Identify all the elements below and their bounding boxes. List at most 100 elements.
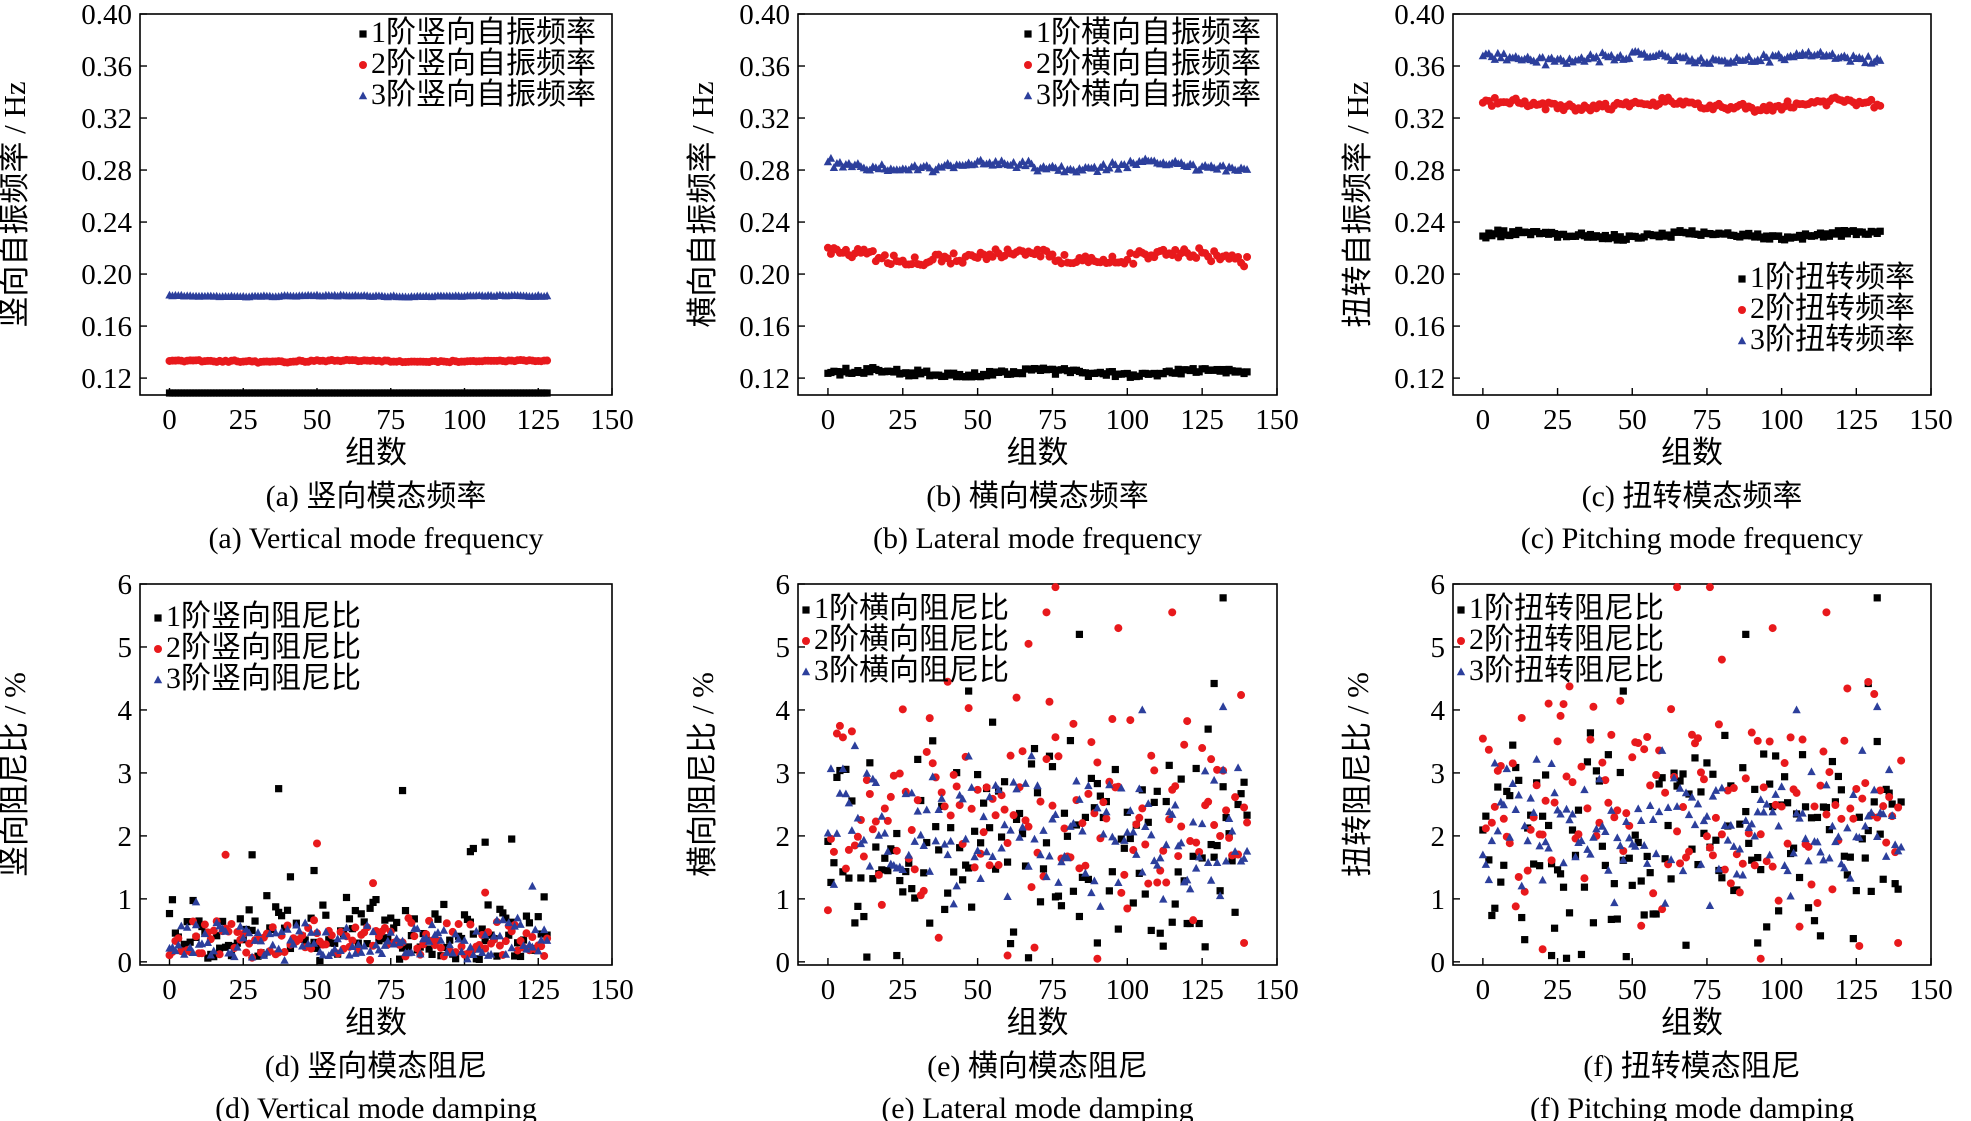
data-point xyxy=(1717,830,1726,839)
data-point xyxy=(460,911,469,919)
caption-cn: (f) 扭转模态阻尼 xyxy=(1583,1050,1800,1083)
data-point xyxy=(1637,816,1646,825)
data-point xyxy=(1843,684,1852,693)
data-point xyxy=(893,951,901,960)
data-point xyxy=(1550,798,1559,807)
data-point xyxy=(1580,883,1589,891)
data-point xyxy=(1499,800,1508,809)
data-point xyxy=(183,922,192,931)
data-point xyxy=(1882,838,1891,847)
data-point xyxy=(1234,800,1242,809)
data-point xyxy=(838,733,847,742)
data-point xyxy=(1018,370,1027,378)
data-point xyxy=(985,792,994,801)
data-point xyxy=(463,949,472,958)
y-tick-label: 5 xyxy=(1431,632,1446,664)
data-point xyxy=(1789,844,1798,852)
data-point xyxy=(1009,928,1018,936)
data-point xyxy=(928,759,937,768)
data-point xyxy=(1490,802,1499,811)
data-point xyxy=(1493,48,1503,57)
y-axis-label: 竖向阻尼比 / % xyxy=(0,672,32,877)
data-point xyxy=(396,955,404,963)
y-tick-label: 6 xyxy=(118,569,133,601)
data-point xyxy=(886,260,895,269)
series-3 xyxy=(823,702,1252,910)
data-point xyxy=(1195,919,1203,928)
x-tick-label: 125 xyxy=(1835,974,1879,1006)
data-point xyxy=(478,925,486,933)
data-point xyxy=(1801,803,1810,811)
data-point xyxy=(832,829,842,837)
y-tick-label: 0.24 xyxy=(739,207,790,239)
data-point xyxy=(1512,763,1520,772)
y-tick-label: 0.32 xyxy=(739,103,790,135)
y-tick-label: 3 xyxy=(118,758,133,790)
data-point xyxy=(386,927,395,936)
data-point xyxy=(1075,864,1084,873)
data-point xyxy=(1484,745,1493,754)
data-point xyxy=(983,372,991,380)
data-point xyxy=(1526,793,1535,802)
data-point xyxy=(1224,814,1234,823)
caption-en: (f) Pitching mode damping xyxy=(1530,1092,1854,1121)
series-2 xyxy=(823,583,1252,963)
data-point xyxy=(174,940,183,949)
data-point xyxy=(1192,764,1200,773)
plot-frame xyxy=(1452,583,1932,966)
data-point xyxy=(1508,779,1517,787)
data-point xyxy=(1153,878,1162,887)
data-point xyxy=(1678,866,1688,875)
data-point xyxy=(1206,875,1216,884)
data-point xyxy=(250,936,260,944)
data-point xyxy=(910,865,919,874)
data-point xyxy=(940,802,949,811)
data-point xyxy=(1075,630,1084,638)
data-point xyxy=(1676,777,1684,785)
data-point xyxy=(850,741,860,750)
data-point xyxy=(1775,907,1783,915)
data-point xyxy=(445,940,454,949)
data-point xyxy=(905,859,913,867)
data-point xyxy=(301,918,310,927)
x-tick-label: 125 xyxy=(1180,404,1224,436)
data-point xyxy=(1207,257,1216,266)
data-point xyxy=(1816,847,1825,856)
data-point xyxy=(1009,777,1018,786)
data-point xyxy=(1685,847,1694,856)
data-point xyxy=(362,921,372,929)
data-point xyxy=(1174,365,1182,373)
data-point xyxy=(1545,821,1553,830)
data-point xyxy=(1616,696,1625,705)
data-point xyxy=(1751,785,1759,793)
data-point xyxy=(1640,841,1649,849)
x-tick-label: 125 xyxy=(1180,974,1224,1006)
data-point xyxy=(183,918,191,926)
data-point xyxy=(492,915,502,924)
data-point xyxy=(1108,832,1117,841)
data-point xyxy=(847,727,856,736)
x-tick-label: 100 xyxy=(1106,974,1150,1006)
legend-label: 2阶横向阻尼比 xyxy=(814,623,1009,656)
y-tick-label: 5 xyxy=(118,632,133,664)
data-point xyxy=(916,830,925,839)
data-point xyxy=(1500,227,1508,235)
data-point xyxy=(1003,951,1012,960)
data-point xyxy=(306,928,316,936)
data-point xyxy=(1508,759,1517,768)
data-point xyxy=(1048,814,1057,823)
data-point xyxy=(475,955,483,963)
data-point xyxy=(1045,851,1054,860)
data-point xyxy=(513,913,522,922)
data-point xyxy=(1681,788,1691,797)
data-point xyxy=(342,923,351,932)
data-point xyxy=(1491,904,1499,912)
y-tick-label: 2 xyxy=(118,821,133,853)
data-point xyxy=(1544,699,1553,708)
y-tick-label: 0.16 xyxy=(81,311,132,343)
data-point xyxy=(1628,753,1637,762)
data-point xyxy=(1565,682,1574,691)
data-point xyxy=(1834,832,1843,841)
data-point xyxy=(413,944,422,953)
